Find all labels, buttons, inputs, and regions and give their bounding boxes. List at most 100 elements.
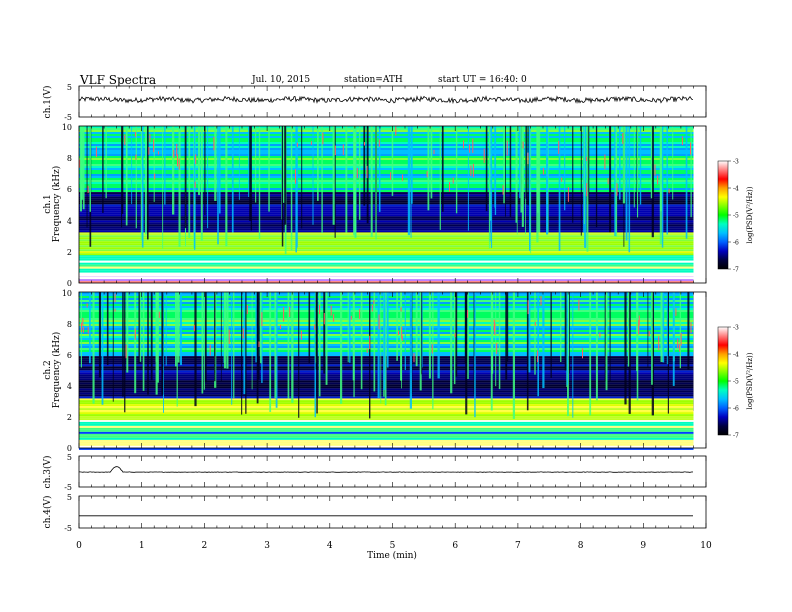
spec-streak [141, 126, 144, 248]
spec-streak [546, 126, 549, 235]
spec-streak [231, 292, 233, 405]
spec-speckle [228, 329, 230, 344]
spec-streak [175, 292, 177, 367]
spec-streak [662, 292, 665, 363]
spec-speckle [350, 315, 352, 320]
spec-row [79, 190, 694, 192]
spec-streak [494, 126, 497, 215]
spec-streak [161, 292, 164, 395]
spec-row [79, 258, 694, 261]
spec-row [79, 416, 694, 419]
spec-speckle [690, 322, 692, 334]
spec-streak [411, 126, 413, 204]
spec-streak [604, 292, 606, 382]
spec-streak [369, 292, 371, 419]
spec-speckle [177, 154, 178, 167]
spec-streak [609, 126, 612, 233]
spec-speckle [193, 325, 195, 332]
spec-streak [667, 292, 669, 414]
spec-row [79, 154, 694, 156]
spec-speckle [314, 324, 316, 330]
spec-streak [409, 292, 412, 409]
spec-row [79, 174, 694, 176]
ch1-ytick-bottom: -5 [64, 113, 72, 122]
spec-speckle [114, 308, 116, 312]
spec-streak [421, 292, 423, 375]
spec-streak [172, 126, 175, 215]
ch4-ytick-bottom: -5 [64, 524, 72, 533]
spec-streak [490, 292, 493, 411]
spec-streak [281, 126, 283, 220]
spec-row [79, 134, 694, 136]
spec-streak [321, 126, 323, 233]
spec-streak [194, 292, 197, 407]
spec-row [79, 423, 694, 426]
spec-streak [651, 126, 654, 238]
spec1-ytick: 2 [67, 248, 72, 257]
spec-streak [233, 292, 235, 399]
spec-speckle [681, 136, 683, 146]
spec-speckle [81, 322, 82, 332]
spec-streak [135, 126, 137, 229]
spec-speckle [578, 299, 580, 311]
spec-streak [503, 126, 505, 204]
spec-row [79, 218, 694, 221]
spec-speckle [86, 303, 88, 308]
spec-speckle [522, 141, 524, 149]
spec-streak [526, 292, 529, 411]
spec-streak [584, 126, 587, 248]
spec-streak [180, 292, 182, 366]
spec-speckle [668, 188, 670, 194]
spec-row [79, 272, 694, 275]
spec-streak [315, 292, 318, 370]
ch1-spectrogram-panel [78, 125, 707, 284]
spec-row [79, 184, 694, 186]
spec-row [79, 247, 694, 250]
spec-row [79, 126, 694, 128]
spec-streak [258, 126, 261, 239]
spec-streak [567, 292, 569, 417]
spec-streak [572, 126, 574, 223]
spec-streak [153, 126, 155, 202]
spec-streak [223, 292, 226, 369]
spec-row [79, 260, 694, 263]
colorbar-tick-label: -3 [733, 325, 739, 332]
spec-speckle [527, 300, 529, 315]
spec-streak [419, 292, 422, 391]
spec-speckle [283, 307, 285, 322]
spec-streak [121, 126, 123, 228]
spec-row [79, 132, 694, 134]
spec-streak [82, 126, 85, 210]
spec-row [79, 435, 694, 438]
spec-speckle [648, 331, 650, 337]
spec-speckle [472, 138, 474, 153]
spec-streak [332, 126, 335, 225]
spec-row [79, 437, 694, 440]
spec-speckle [280, 324, 281, 329]
ch4-ytick-top: 5 [67, 493, 72, 502]
spec-streak [347, 292, 349, 363]
spec-speckle [558, 140, 560, 154]
spec-streak [142, 292, 145, 391]
spec-streak [572, 292, 574, 418]
spec-streak [101, 292, 104, 405]
spec-speckle [342, 144, 344, 155]
spec-streak [624, 292, 627, 405]
spec-speckle [323, 313, 325, 325]
spec-row [79, 148, 694, 150]
spec-row [79, 235, 694, 238]
spec-streak [666, 126, 668, 235]
spec-row [79, 443, 694, 446]
spec-row [79, 441, 694, 444]
spec-speckle [401, 335, 403, 341]
spec-speckle [585, 156, 587, 161]
spec-streak [380, 292, 382, 404]
spec-streak [614, 126, 617, 236]
spec-row [79, 204, 694, 207]
spec-row [79, 228, 694, 231]
spec-streak [609, 292, 611, 381]
spec-speckle [153, 139, 155, 153]
spec-speckle [154, 173, 156, 180]
spec-streak [147, 126, 149, 240]
spec-row [79, 277, 694, 280]
